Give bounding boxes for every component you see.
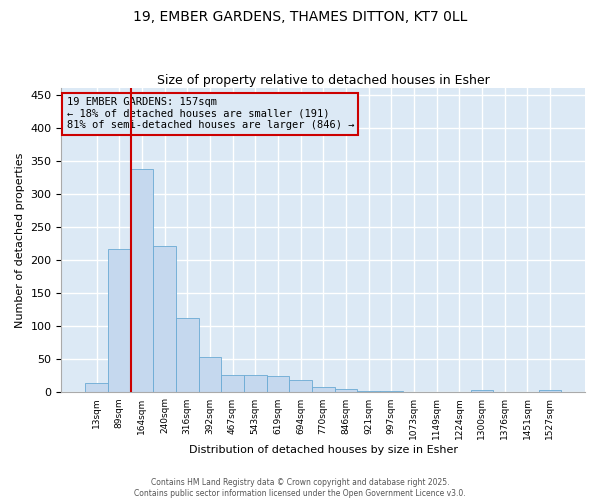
Title: Size of property relative to detached houses in Esher: Size of property relative to detached ho… — [157, 74, 490, 87]
Bar — [131, 169, 153, 392]
Bar — [357, 391, 380, 392]
Bar — [199, 356, 221, 392]
Bar — [289, 380, 312, 392]
Y-axis label: Number of detached properties: Number of detached properties — [15, 152, 25, 328]
X-axis label: Distribution of detached houses by size in Esher: Distribution of detached houses by size … — [189, 445, 458, 455]
Bar — [176, 318, 199, 392]
Bar — [153, 246, 176, 392]
Bar — [312, 387, 335, 392]
Bar — [470, 390, 493, 392]
Bar — [380, 391, 403, 392]
Bar — [108, 249, 131, 392]
Bar — [85, 382, 108, 392]
Bar — [539, 390, 561, 392]
Text: 19, EMBER GARDENS, THAMES DITTON, KT7 0LL: 19, EMBER GARDENS, THAMES DITTON, KT7 0L… — [133, 10, 467, 24]
Text: 19 EMBER GARDENS: 157sqm
← 18% of detached houses are smaller (191)
81% of semi-: 19 EMBER GARDENS: 157sqm ← 18% of detach… — [67, 98, 354, 130]
Bar — [335, 389, 357, 392]
Bar — [266, 376, 289, 392]
Bar — [244, 376, 266, 392]
Bar — [221, 374, 244, 392]
Text: Contains HM Land Registry data © Crown copyright and database right 2025.
Contai: Contains HM Land Registry data © Crown c… — [134, 478, 466, 498]
